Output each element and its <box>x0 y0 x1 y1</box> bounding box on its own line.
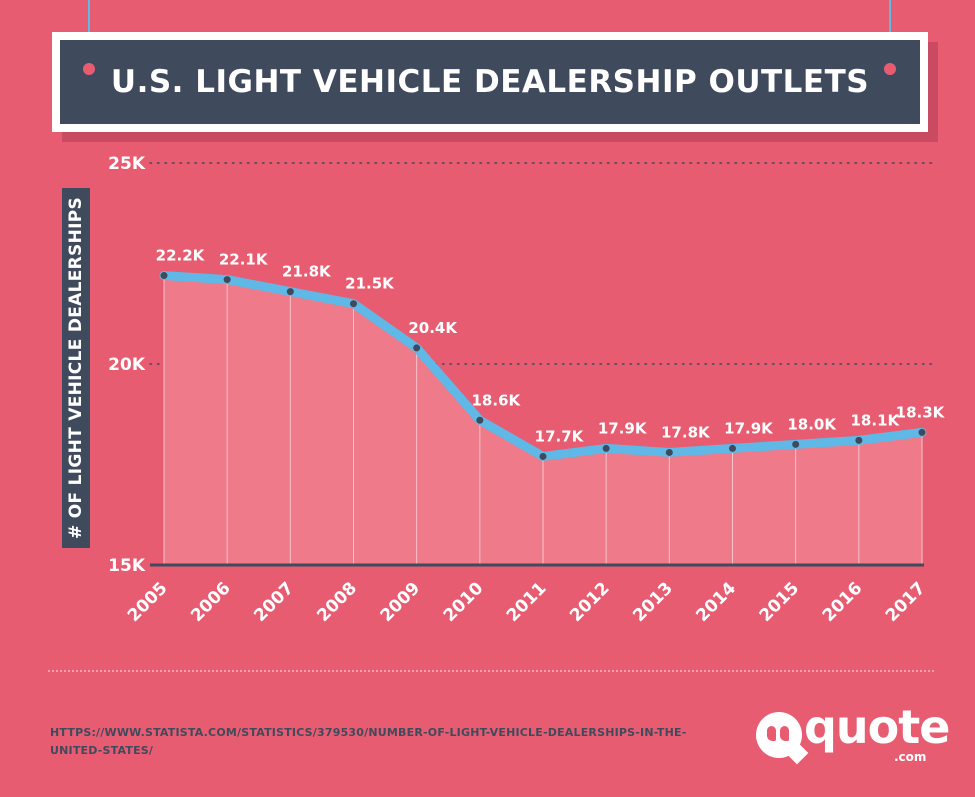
x-tick-label: 2009 <box>377 578 425 626</box>
data-label: 22.2K <box>156 247 206 265</box>
data-label: 17.9K <box>724 419 774 437</box>
data-point <box>286 288 294 296</box>
y-tick-label: 20K <box>108 355 146 375</box>
data-point <box>160 272 168 280</box>
data-point <box>413 344 421 352</box>
x-tick-label: 2006 <box>187 578 235 626</box>
data-point <box>602 444 610 452</box>
data-label: 18.6K <box>472 391 522 409</box>
pin-right <box>884 63 896 75</box>
x-tick-label: 2005 <box>124 578 172 626</box>
data-label: 18.1K <box>851 411 901 429</box>
data-label: 18.0K <box>787 415 837 433</box>
data-label: 20.4K <box>408 319 458 337</box>
x-tick-label: 2007 <box>250 578 298 626</box>
hanger-string-left <box>88 0 90 62</box>
data-label: 17.7K <box>535 427 585 445</box>
data-point <box>476 416 484 424</box>
y-tick-label: 15K <box>108 556 146 576</box>
x-tick-label: 2016 <box>819 578 867 626</box>
data-point <box>350 300 357 308</box>
x-tick-label: 2015 <box>756 578 804 626</box>
footer-divider <box>48 670 934 672</box>
data-point <box>855 436 863 444</box>
data-point <box>729 444 736 452</box>
logo-wordmark: quote <box>804 700 950 754</box>
x-tick-label: 2008 <box>313 578 361 626</box>
x-tick-label: 2011 <box>503 578 551 626</box>
data-label: 17.8K <box>661 423 711 441</box>
data-label: 18.3K <box>896 403 946 421</box>
data-label: 21.8K <box>282 263 332 281</box>
logo-suffix: .com <box>894 750 927 764</box>
speech-bubble-quote-icon <box>756 712 809 765</box>
x-tick-label: 2017 <box>882 578 930 626</box>
pin-left <box>83 63 95 75</box>
data-point <box>539 452 547 460</box>
source-url[interactable]: HTTPS://WWW.STATISTA.COM/STATISTICS/3795… <box>50 726 687 757</box>
x-tick-label: 2014 <box>692 578 740 626</box>
hanger-string-right <box>889 0 891 62</box>
title-banner: U.S. LIGHT VEHICLE DEALERSHIP OUTLETS <box>60 40 920 124</box>
data-label: 17.9K <box>598 419 648 437</box>
x-tick-label: 2013 <box>629 578 677 626</box>
x-tick-label: 2010 <box>440 578 488 626</box>
y-tick-label: 25K <box>108 154 146 174</box>
data-point <box>792 440 800 448</box>
data-point <box>665 448 673 456</box>
quote-logo[interactable]: quote .com <box>756 700 950 770</box>
data-point <box>918 428 926 436</box>
y-axis-label-panel <box>62 188 90 548</box>
data-point <box>223 276 231 284</box>
data-label: 22.1K <box>219 251 269 269</box>
chart-title: U.S. LIGHT VEHICLE DEALERSHIP OUTLETS <box>110 64 870 100</box>
x-tick-label: 2012 <box>566 578 614 626</box>
data-label: 21.5K <box>345 275 395 293</box>
